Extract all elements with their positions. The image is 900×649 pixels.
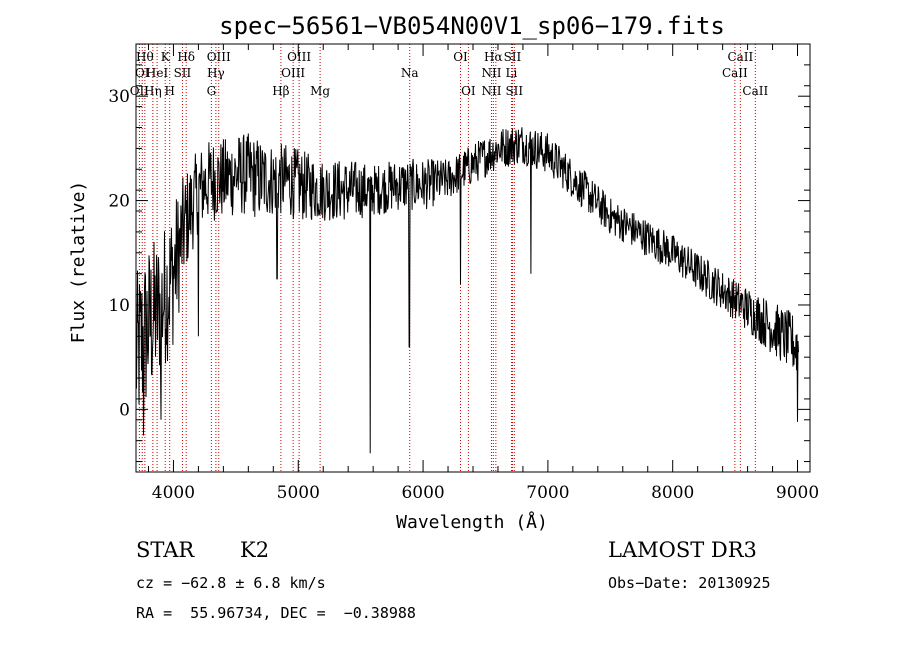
y-tick-label: 0 [119,400,130,420]
spectral-line-label: OI [461,84,476,98]
y-tick-label: 10 [108,296,130,316]
x-axis-ticks: 4000 5000 6000 7000 8000 9000 [147,44,819,503]
spectral-line-label: Na [401,66,419,80]
spectral-line-label: G [207,84,217,98]
y-tick-label: 30 [108,87,130,107]
redshift-cz: cz = −62.8 ± 6.8 km/s [136,574,326,592]
chart-title: spec−56561−VB054N00V1_sp06−179.fits [219,12,725,40]
spectral-line-label: K [161,50,171,64]
x-tick-label: 9000 [776,483,819,503]
ra-dec-coordinates: RA = 55.96734, DEC = −0.38988 [136,604,416,622]
survey-name: LAMOST DR3 [608,538,757,562]
spectrum-series-line [136,127,799,454]
spectral-line-label: SII [505,84,523,98]
spectral-line-label: CaII [722,66,748,80]
spectral-line-label: HeI [146,66,169,80]
spectral-line-label: Hθ [136,50,154,64]
object-subclass: K2 [240,538,270,562]
spectral-line-label: OIII [287,50,311,64]
x-tick-label: 6000 [401,483,444,503]
spectral-line-label: SII [504,50,522,64]
x-tick-label: 7000 [526,483,569,503]
spectral-line-label: CaII [742,84,768,98]
spectral-line-label: NII [481,84,501,98]
object-type: STAR [136,538,195,562]
spectral-line-label: SII [174,66,192,80]
y-axis-ticks: 0 10 20 30 [108,43,810,463]
y-axis-label: Flux (relative) [68,181,89,344]
spectral-line-label: Hδ [177,50,195,64]
spectral-line-label: NII [481,66,501,80]
spectral-line-label: Hη [144,84,162,98]
observation-date: Obs−Date: 20130925 [608,574,771,592]
x-tick-label: 8000 [651,483,694,503]
spectral-line-label: Hα [484,50,503,64]
spectral-line-label: OI [135,66,150,80]
spectral-line-label: OIII [207,50,231,64]
spectral-line-label: CaII [727,50,753,64]
spectral-line-label: Hβ [272,84,289,98]
spectral-line-label: OII [130,84,150,98]
y-tick-label: 20 [108,192,130,212]
x-axis-label: Wavelength (Å) [396,511,548,533]
spectral-line-label: Mg [310,84,330,98]
spectral-line-label: H [164,84,174,98]
spectral-line-label: Hγ [207,66,225,80]
spectral-line-labels: OIIOIHθHηHeIKHSIIHδGHγOIIIHβOIIIOIIIMgNa… [130,50,769,98]
plot-frame [135,43,811,473]
x-tick-label: 4000 [152,483,195,503]
spectral-line-label: Li [506,66,518,80]
spectral-line-label: OI [453,50,468,64]
x-tick-label: 5000 [277,483,320,503]
spectral-line-label: OIII [281,66,305,80]
